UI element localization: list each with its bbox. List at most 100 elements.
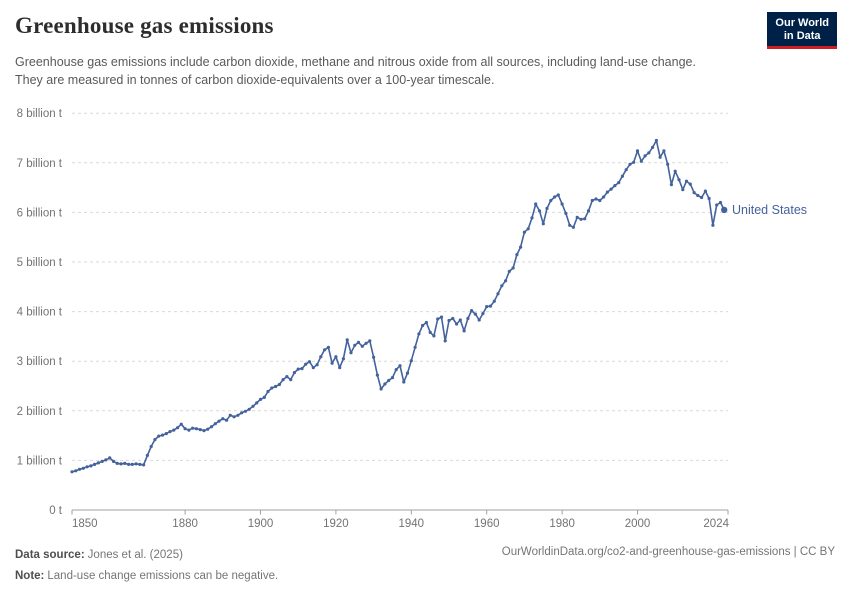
data-point-marker [530, 216, 534, 220]
data-point-marker [455, 322, 459, 326]
y-axis-tick-label: 3 billion t [17, 356, 63, 368]
data-point-marker [255, 401, 259, 405]
data-point-marker [635, 149, 640, 153]
x-axis-tick-label: 1880 [172, 518, 198, 530]
data-point-marker [209, 425, 214, 429]
x-axis-tick-label: 2000 [625, 518, 651, 530]
data-point-marker [586, 209, 591, 213]
series-label-united-states[interactable]: United States [732, 203, 808, 217]
data-point-marker [684, 179, 689, 183]
data-point-marker [160, 433, 165, 437]
data-point-marker [111, 459, 116, 463]
data-point-marker [225, 418, 229, 422]
data-point-marker [560, 202, 564, 206]
data-point-marker [149, 444, 153, 449]
data-point-marker [541, 222, 545, 226]
chart-footer: Data source: Jones et al. (2025) Note: Lan… [15, 545, 278, 588]
x-axis-tick-label: 1900 [248, 518, 274, 530]
data-point-marker [537, 209, 542, 213]
data-point-marker [247, 407, 251, 411]
data-point-marker [285, 375, 289, 379]
data-point-marker [613, 184, 617, 188]
data-point-marker [409, 359, 413, 363]
data-point-marker [311, 366, 315, 370]
data-point-marker [202, 429, 206, 433]
data-point-marker [323, 348, 327, 352]
series-line-united-states[interactable] [71, 139, 725, 473]
y-axis-tick-label: 0 t [49, 505, 63, 517]
data-point-marker [624, 168, 628, 172]
x-axis-tick-label: 1920 [323, 518, 349, 530]
data-point-marker [194, 427, 198, 431]
data-point-marker [590, 198, 594, 203]
data-point-marker [564, 211, 568, 215]
data-point-marker [462, 329, 466, 333]
data-point-marker [492, 299, 496, 303]
data-point-marker [643, 154, 647, 158]
data-point-marker [296, 367, 300, 371]
data-point-marker [145, 453, 149, 457]
data-point-marker [481, 312, 485, 316]
data-point-marker [356, 340, 361, 344]
data-point-marker [617, 181, 621, 185]
data-point-marker [142, 463, 146, 467]
data-point-marker [534, 202, 538, 206]
data-point-marker [266, 389, 270, 394]
data-point-marker [571, 225, 576, 229]
data-point-marker [364, 341, 368, 345]
data-point-marker [134, 462, 138, 466]
footer-url[interactable]: OurWorldinData.org/co2-and-greenhouse-ga… [501, 546, 835, 558]
data-point-marker [609, 187, 613, 191]
data-point-marker [127, 462, 131, 466]
data-point-marker [639, 159, 643, 163]
data-point-marker [81, 466, 85, 470]
data-point-marker [315, 363, 319, 367]
data-point-marker [432, 334, 436, 338]
y-axis-tick-label: 8 billion t [17, 108, 63, 120]
data-point-marker [334, 355, 338, 359]
data-point-marker [387, 378, 391, 383]
data-point-marker [187, 428, 191, 432]
data-point-marker [228, 413, 232, 417]
data-point-marker [658, 155, 662, 159]
data-point-marker [300, 367, 304, 371]
data-point-marker [217, 419, 221, 423]
data-point-marker [504, 279, 508, 283]
data-point-marker [243, 409, 247, 413]
data-point-marker [179, 422, 183, 426]
data-point-marker [153, 438, 157, 442]
data-point-marker [375, 373, 379, 377]
data-point-marker [270, 386, 274, 390]
note-line: Note: Land-use change emissions can be ne… [15, 566, 278, 587]
series-end-marker [721, 206, 728, 214]
data-point-marker [289, 378, 293, 382]
data-point-marker [688, 182, 692, 186]
data-point-marker [157, 434, 161, 438]
data-point-marker [119, 462, 123, 466]
data-point-marker [130, 462, 134, 466]
data-point-marker [696, 193, 700, 198]
data-point-marker [568, 223, 572, 227]
page-title: Greenhouse gas emissions [15, 13, 274, 38]
owid-logo[interactable]: Our World in Data [767, 12, 837, 49]
data-point-marker [477, 318, 481, 322]
data-point-marker [77, 467, 82, 471]
data-point-marker [620, 174, 625, 178]
x-axis-tick-label: 1940 [399, 518, 425, 530]
data-point-marker [519, 245, 523, 249]
data-point-marker [605, 190, 610, 194]
data-point-marker [466, 316, 470, 321]
data-point-marker [602, 195, 606, 199]
data-point-marker [251, 404, 255, 408]
data-point-marker [236, 413, 240, 417]
data-point-marker [673, 169, 677, 173]
data-point-marker [662, 149, 666, 153]
owid-logo-line1: Our World [775, 17, 829, 29]
data-point-marker [221, 417, 225, 421]
data-point-marker [402, 380, 406, 384]
data-point-marker [598, 198, 602, 203]
y-axis-tick-label: 6 billion t [17, 207, 63, 219]
data-point-marker [417, 332, 421, 336]
data-point-marker [424, 320, 428, 325]
